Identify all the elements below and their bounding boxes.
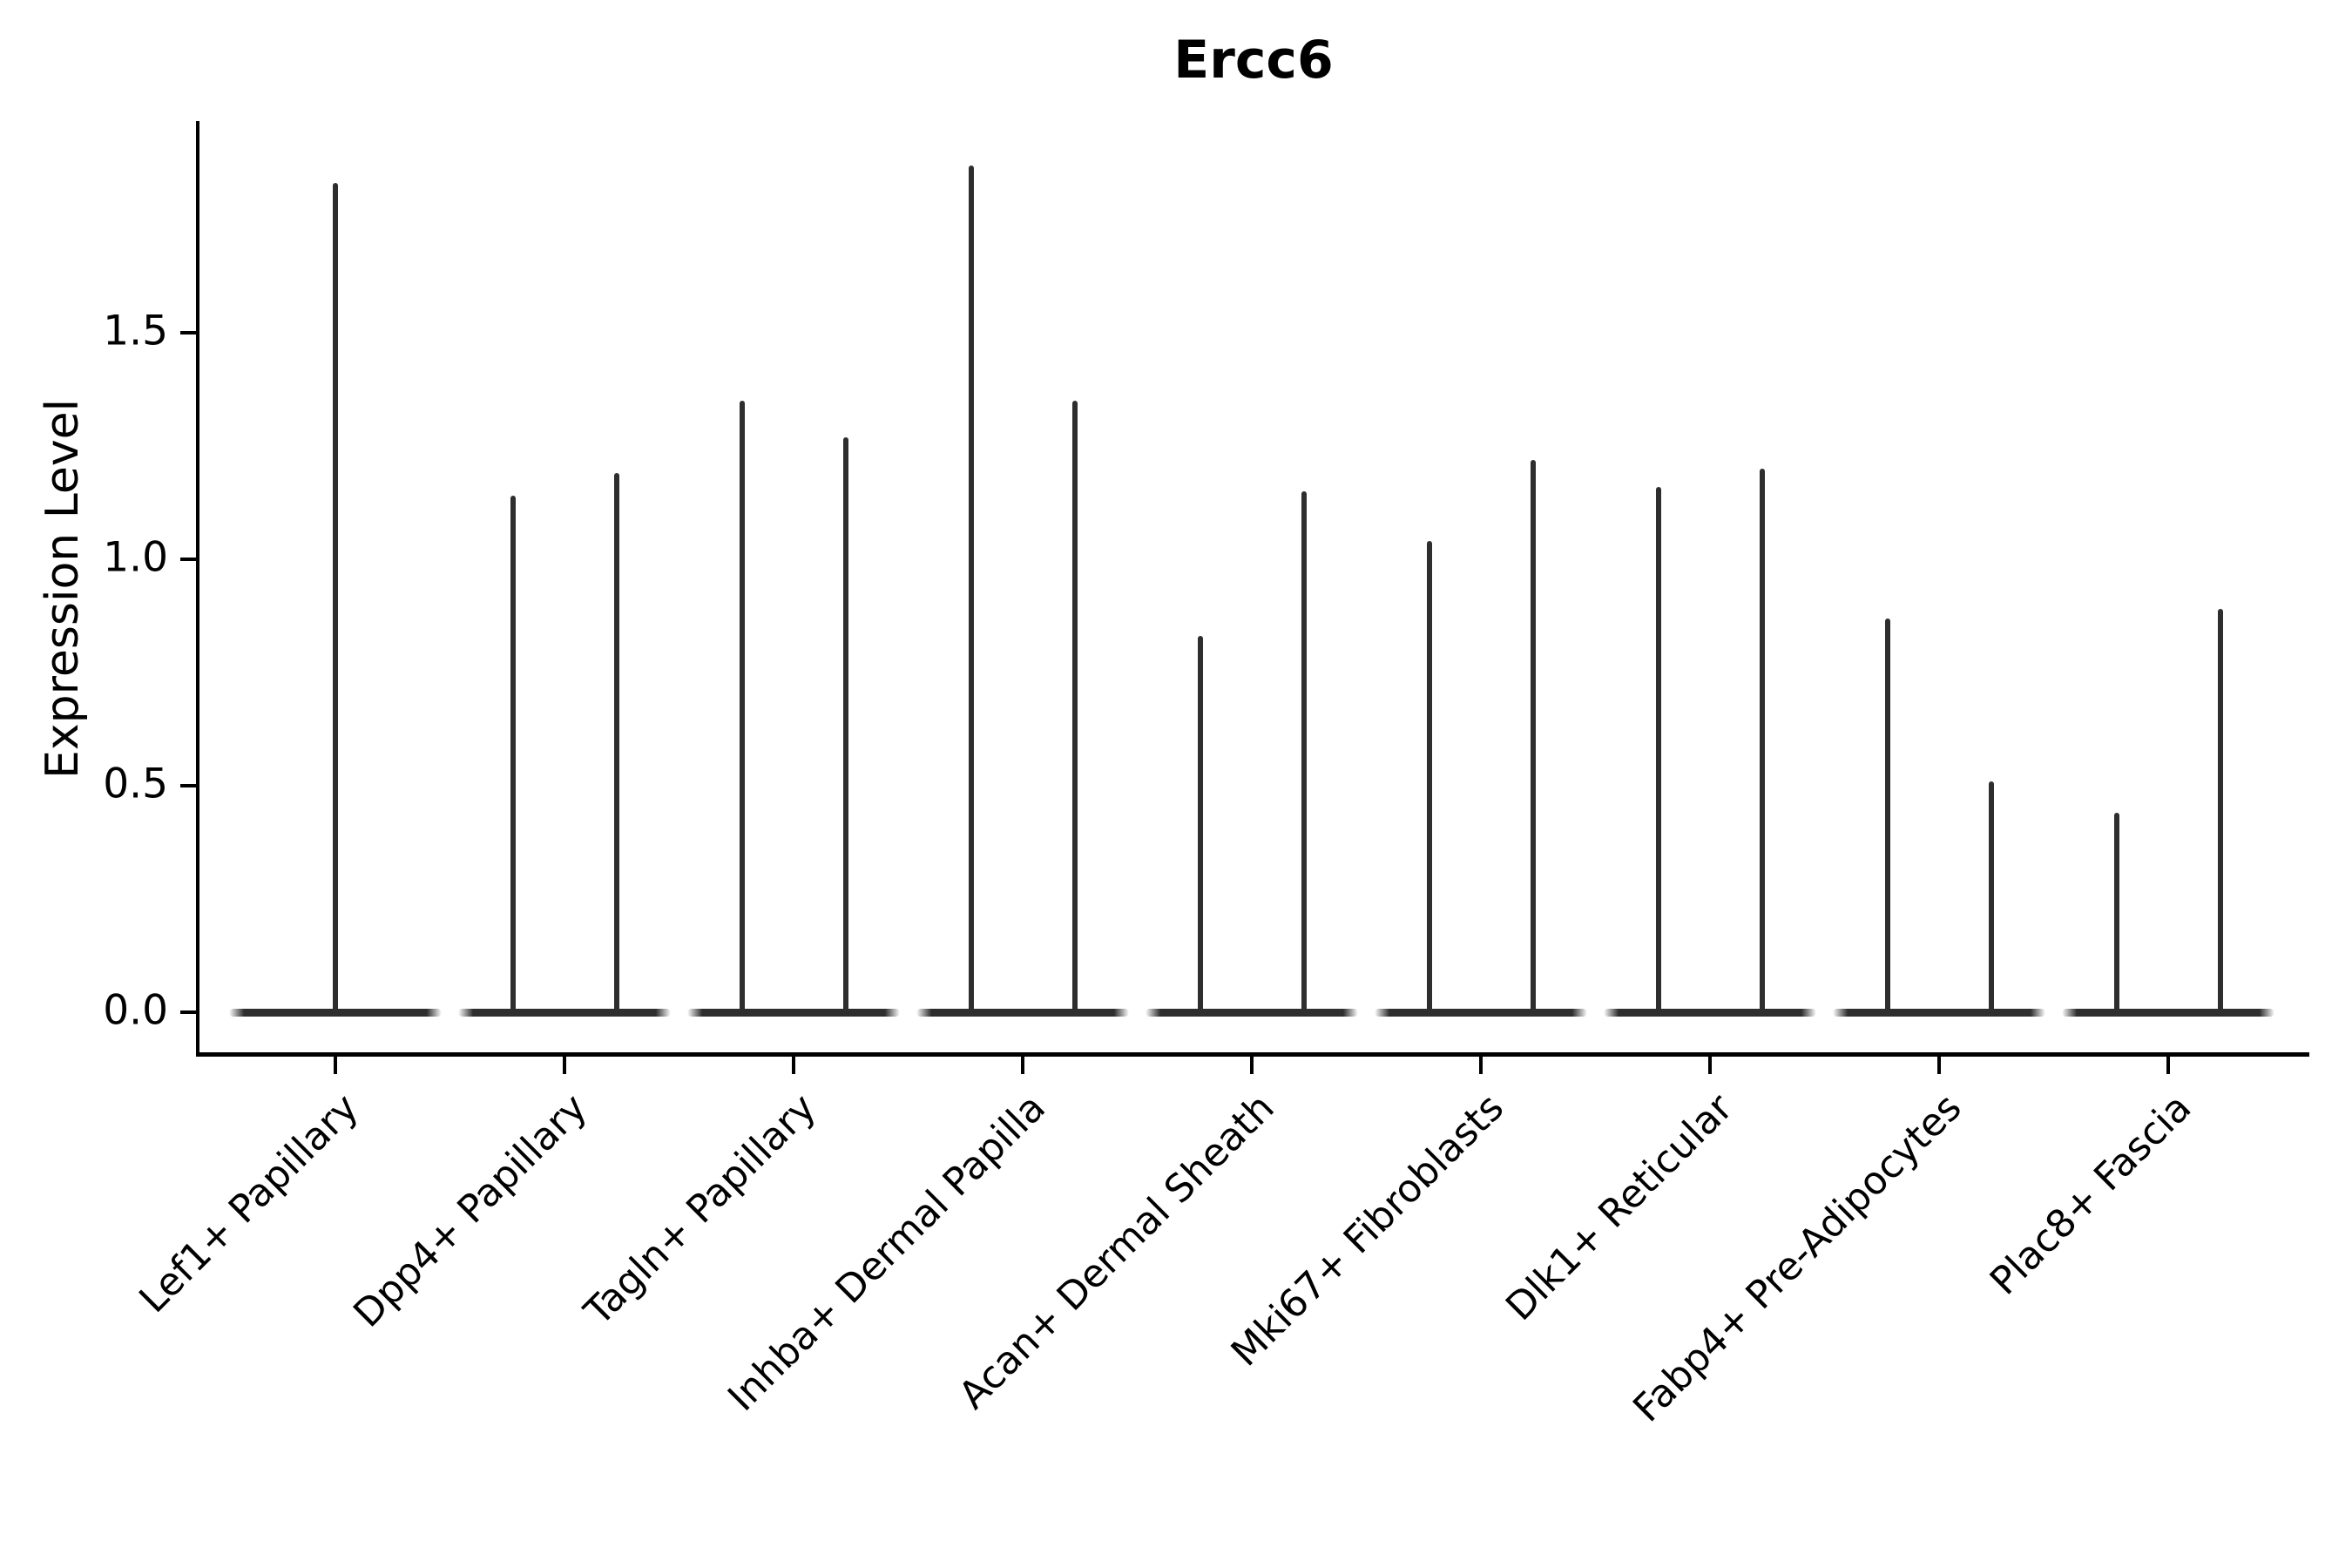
x-tick	[1708, 1057, 1712, 1074]
violin-spike	[1197, 636, 1203, 1017]
violin-base	[2062, 1009, 2274, 1017]
violin-base	[458, 1009, 671, 1017]
violin-spike	[739, 401, 745, 1017]
x-tick-label: Tagln+ Papillary	[576, 1085, 826, 1335]
violin-spike	[1301, 491, 1307, 1017]
violin-spike	[842, 436, 848, 1017]
y-tick	[180, 1010, 198, 1014]
x-tick	[792, 1057, 795, 1074]
violin-base	[916, 1009, 1129, 1017]
x-tick-label: Plac8+ Fascia	[1981, 1085, 2200, 1304]
y-tick-label: 1.5	[103, 307, 168, 355]
y-tick-label: 0.0	[103, 986, 168, 1035]
violin-base	[687, 1009, 900, 1017]
x-tick	[563, 1057, 566, 1074]
violin-spike	[510, 496, 516, 1017]
violin-spike	[1530, 459, 1536, 1017]
violin-spike	[1426, 541, 1432, 1017]
violin-base	[1833, 1009, 2045, 1017]
x-tick	[2166, 1057, 2170, 1074]
violin-base	[1146, 1009, 1358, 1017]
violin-spike	[613, 473, 619, 1017]
violin-spike	[1759, 469, 1765, 1017]
x-tick-label: Dlk1+ Reticular	[1497, 1085, 1742, 1329]
violin-spike	[1884, 618, 1890, 1017]
y-tick-label: 1.0	[103, 533, 168, 582]
violin-spike	[333, 183, 338, 1017]
x-axis-spine	[196, 1052, 2309, 1057]
violin-base	[1604, 1009, 1816, 1017]
violin-spike	[2113, 813, 2119, 1017]
y-tick-label: 0.5	[103, 760, 168, 808]
violin-spike	[1071, 401, 1078, 1017]
y-tick	[180, 558, 198, 561]
violin-spike	[1655, 486, 1661, 1017]
x-tick	[1479, 1057, 1483, 1074]
x-tick	[1250, 1057, 1254, 1074]
x-tick	[334, 1057, 337, 1074]
violin-spike	[968, 165, 974, 1017]
y-tick	[180, 331, 198, 335]
x-tick	[1937, 1057, 1941, 1074]
violin-spike	[2217, 609, 2223, 1017]
violin-base	[1375, 1009, 1587, 1017]
y-tick	[180, 784, 198, 787]
violin-spike	[1988, 781, 1994, 1017]
x-tick-label: Lef1+ Papillary	[130, 1085, 368, 1322]
chart-title: Ercc6	[1173, 30, 1334, 91]
y-axis-spine	[196, 121, 199, 1057]
x-tick-label: Dpp4+ Papillary	[345, 1085, 597, 1336]
x-tick	[1021, 1057, 1024, 1074]
